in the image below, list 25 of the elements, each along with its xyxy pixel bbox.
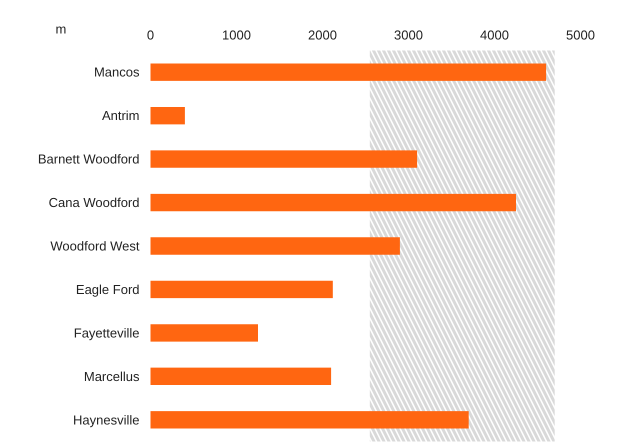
bar xyxy=(150,280,333,298)
y-tick-label: Antrim xyxy=(102,108,140,124)
y-tick-label: Mancos xyxy=(94,64,140,80)
y-tick-label: Fayetteville xyxy=(74,325,140,340)
bar xyxy=(150,237,400,255)
x-tick-label: 4000 xyxy=(480,28,509,42)
y-tick-label: Cana Woodford xyxy=(48,195,140,210)
x-axis-title: m xyxy=(56,22,66,36)
x-tick-label: 3000 xyxy=(394,28,423,42)
bar xyxy=(150,150,418,168)
x-tick-label: 1000 xyxy=(222,28,251,42)
bar xyxy=(150,64,546,81)
x-tick-label: 0 xyxy=(146,28,154,42)
y-tick-label: Haynesville xyxy=(73,412,140,428)
bar xyxy=(150,368,332,386)
y-tick-label: Marcellus xyxy=(84,368,140,384)
y-tick-label: Barnett Woodford xyxy=(38,152,140,167)
y-tick-label: Eagle Ford xyxy=(76,282,140,297)
bar xyxy=(150,411,469,428)
x-tick-label: 5000 xyxy=(566,28,595,42)
bar xyxy=(150,106,185,124)
y-tick-label: Woodford West xyxy=(50,238,140,254)
x-tick-label: 2000 xyxy=(308,28,337,42)
bar xyxy=(150,324,258,342)
bar xyxy=(150,194,516,212)
